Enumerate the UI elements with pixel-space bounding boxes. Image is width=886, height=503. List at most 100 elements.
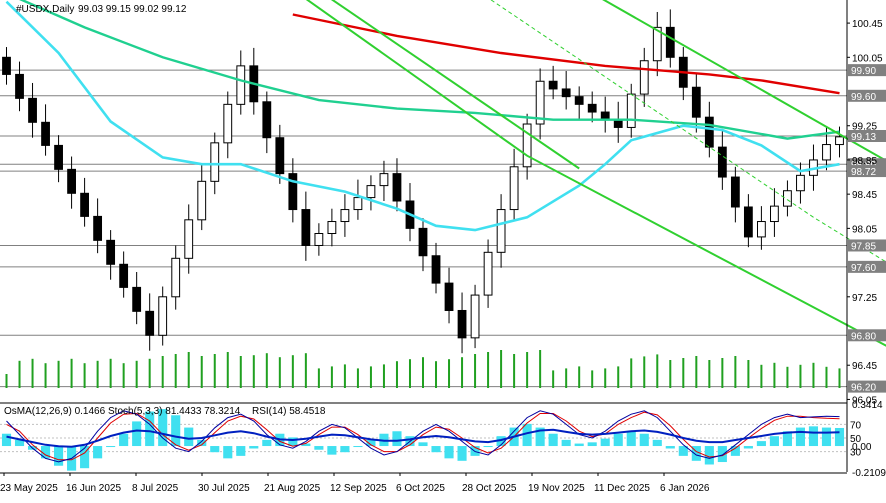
volume-bar-29 (383, 364, 385, 388)
candle-body-39 (510, 167, 518, 210)
level-label-6: 97.60 (851, 263, 876, 274)
candle-body-60 (784, 191, 792, 206)
ind-osma-tick-0: 0.3414 (852, 400, 883, 411)
chart-title: #USDX,Daily (16, 4, 74, 15)
candle-body-23 (302, 210, 310, 246)
volume-bar-35 (461, 357, 463, 388)
candle-body-17 (224, 104, 232, 142)
volume-bar-12 (162, 356, 164, 388)
volume-bar-5 (71, 359, 73, 388)
candle-body-28 (367, 186, 375, 198)
candle-body-12 (159, 297, 167, 335)
level-label-2: 99.13 (851, 132, 876, 143)
y-tick-label-6: 97.25 (852, 293, 877, 304)
volume-bar-61 (799, 365, 801, 388)
candle-body-15 (198, 181, 206, 219)
candle-body-53 (692, 87, 700, 117)
volume-bar-39 (513, 354, 515, 388)
osma-bar-16 (210, 446, 219, 452)
x-tick-label-5: 12 Sep 2025 (330, 483, 387, 494)
volume-bar-33 (435, 361, 437, 388)
osma-bar-49 (640, 434, 649, 446)
osma-bar-8 (106, 446, 115, 447)
x-tick-label-6: 6 Oct 2025 (396, 483, 445, 494)
level-label-1: 99.60 (851, 92, 876, 103)
volume-bar-9 (123, 363, 125, 388)
candle-body-4 (55, 145, 63, 169)
candle-body-36 (471, 295, 479, 338)
candle-body-9 (120, 264, 128, 287)
candle-body-38 (497, 210, 505, 253)
stoch-label: Stoch(5,3,3) 81.4433 78.3214 (108, 406, 241, 417)
ind-osma-tick-2: -0.2109 (852, 468, 886, 479)
volume-bar-21 (279, 357, 281, 388)
chart-ohlc: 99.03 99.15 99.02 99.12 (78, 4, 187, 15)
x-tick-label-7: 28 Oct 2025 (462, 483, 517, 494)
candle-body-21 (276, 138, 284, 174)
volume-bar-15 (201, 356, 203, 388)
osma-bar-14 (184, 428, 193, 446)
volume-bar-10 (136, 361, 138, 388)
candle-body-35 (458, 310, 466, 337)
osma-bar-35 (457, 446, 466, 461)
x-tick-label-9: 11 Dec 2025 (594, 483, 650, 494)
volume-bar-34 (448, 359, 450, 388)
y-tick-label-1: 100.05 (852, 53, 883, 64)
volume-bar-49 (643, 356, 645, 388)
volume-bar-14 (188, 352, 190, 388)
y-tick-label-4: 98.45 (852, 190, 877, 201)
candle-body-2 (29, 98, 37, 122)
volume-bar-28 (370, 366, 372, 388)
osma-bar-58 (757, 441, 766, 446)
osma-bar-62 (809, 426, 818, 446)
candle-body-16 (211, 143, 219, 181)
volume-bar-37 (487, 352, 489, 388)
volume-bar-47 (617, 366, 619, 388)
volume-bar-3 (45, 363, 47, 388)
volume-bar-42 (552, 370, 554, 388)
osma-label: OsMA(12,26,9) 0.1466 (4, 406, 106, 417)
osma-bar-46 (601, 439, 610, 446)
osma-bar-32 (418, 442, 427, 446)
candle-body-22 (289, 174, 297, 210)
volume-bar-0 (6, 374, 8, 388)
volume-bar-43 (565, 368, 567, 388)
candle-body-26 (341, 210, 349, 222)
candle-body-43 (562, 89, 570, 97)
candle-body-44 (575, 97, 583, 105)
candle-body-6 (81, 193, 89, 216)
volume-bar-36 (474, 354, 476, 388)
volume-bar-52 (682, 358, 684, 388)
osma-bar-34 (444, 446, 453, 458)
volume-bar-45 (591, 370, 593, 388)
volume-bar-27 (357, 368, 359, 388)
volume-bar-1 (19, 361, 21, 388)
candle-body-5 (68, 169, 76, 193)
volume-bar-26 (344, 364, 346, 388)
y-tick-label-5: 98.05 (852, 224, 877, 235)
volume-bar-30 (396, 361, 398, 388)
ind-osma-tick-1: 0.00 (852, 442, 872, 453)
candle-body-37 (484, 252, 492, 295)
volume-bar-24 (318, 368, 320, 388)
volume-bar-8 (110, 359, 112, 388)
candle-body-49 (640, 61, 648, 94)
volume-bar-32 (422, 357, 424, 388)
volume-bar-19 (253, 355, 255, 388)
osma-bar-37 (484, 446, 493, 447)
candle-body-57 (744, 207, 752, 237)
volume-bar-18 (240, 356, 242, 388)
osma-bar-47 (614, 434, 623, 446)
osma-bar-30 (392, 431, 401, 446)
volume-bar-58 (760, 365, 762, 388)
candle-body-59 (771, 206, 779, 221)
osma-bar-17 (223, 446, 232, 458)
candle-body-27 (354, 198, 362, 210)
osma-bar-43 (562, 440, 571, 446)
candle-body-0 (3, 57, 11, 74)
volume-bar-54 (708, 360, 710, 388)
x-tick-label-8: 19 Nov 2025 (528, 483, 585, 494)
volume-bar-60 (786, 367, 788, 388)
candle-body-25 (328, 222, 336, 234)
